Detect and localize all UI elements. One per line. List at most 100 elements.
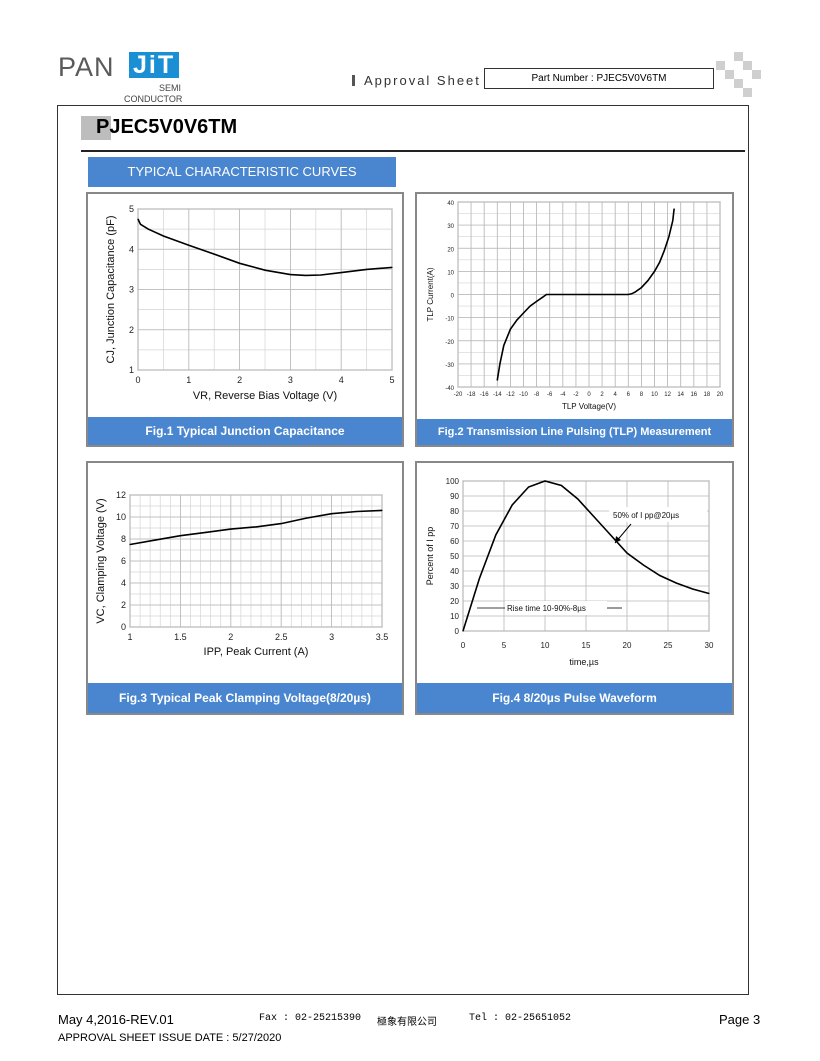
data-point: [577, 498, 579, 500]
data-point: [647, 280, 649, 282]
page-frame: [57, 105, 749, 995]
data-point: [626, 552, 628, 554]
footer-page-number: Page 3: [719, 1012, 761, 1027]
y-tick-label: 40: [447, 201, 454, 207]
data-point: [162, 235, 164, 237]
data-point: [692, 588, 694, 590]
fig3-chart: 1 1.5 2 2.5 3 3.5 0 2 4 6 8 10 12 IPP, Peak Current (…: [95, 490, 389, 658]
data-point: [154, 539, 156, 541]
data-point: [610, 534, 612, 536]
y-tick-label: 8: [121, 534, 126, 544]
x-tick-label: 5: [389, 375, 394, 385]
approval-marker: [352, 75, 355, 86]
data-point: [320, 274, 322, 276]
x-tick-label: -2: [573, 392, 579, 398]
x-tick-label: 2.5: [275, 632, 288, 642]
data-point: [542, 296, 544, 298]
y-tick-label: 0: [121, 622, 126, 632]
data-point: [672, 219, 674, 222]
data-point: [593, 516, 595, 518]
fig1-caption: Fig.1 Typical Junction Capacitance: [88, 417, 402, 445]
data-point: [139, 223, 142, 225]
y-tick-label: 4: [121, 578, 126, 588]
approval-sheet-label: Approval Sheet: [364, 73, 481, 88]
y-tick-label: 40: [450, 567, 459, 576]
data-point: [528, 486, 530, 488]
fig2-caption: Fig.2 Transmission Line Pulsing (TLP) Me…: [417, 419, 732, 445]
x-tick-label: 15: [582, 641, 591, 650]
x-tick-label: 14: [677, 392, 684, 398]
x-tick-label: 3: [288, 375, 293, 385]
y-tick-label: 12: [116, 490, 126, 500]
data-point: [659, 574, 661, 577]
data-point: [188, 244, 190, 246]
fig4-caption: Fig.4 8/20µs Pulse Waveform: [417, 683, 732, 713]
logo-pan-text: PAN: [58, 52, 115, 82]
x-tick-label: 2: [237, 375, 242, 385]
data-point: [668, 236, 670, 238]
data-point: [462, 630, 464, 632]
data-point: [522, 312, 525, 314]
x-tick-label: 1.5: [174, 632, 187, 642]
y-tick-label: 1: [129, 365, 134, 375]
data-point: [634, 291, 636, 293]
x-tick-label: 3: [329, 632, 334, 642]
logo-jit-text: JiT: [129, 52, 180, 79]
y-tick-label: 100: [446, 477, 460, 486]
x-tick-label: 0: [587, 392, 591, 398]
series-line: [137, 218, 393, 277]
annotation-bg: [609, 507, 707, 522]
data-point: [630, 293, 633, 295]
data-point: [588, 293, 590, 296]
data-point: [366, 268, 368, 270]
data-point: [230, 528, 232, 530]
x-tick-label: -18: [467, 392, 476, 398]
x-tick-label: 25: [664, 641, 673, 650]
arrow-head-icon: [615, 536, 621, 543]
x-tick-label: 16: [690, 392, 697, 398]
x-tick-label: 30: [705, 641, 714, 650]
data-point: [560, 484, 562, 487]
title-tab: [81, 116, 111, 140]
data-point: [544, 480, 546, 482]
y-axis-label: CJ, Junction Capacitance (pF): [105, 216, 117, 364]
data-point: [391, 266, 393, 268]
y-tick-label: 5: [129, 204, 134, 214]
data-point: [381, 509, 383, 511]
document-title: PJEC5V0V6TM: [96, 116, 238, 138]
x-tick-label: 8: [640, 392, 644, 398]
y-tick-label: 2: [121, 600, 126, 610]
x-axis-label: IPP, Peak Current (A): [204, 646, 309, 658]
y-axis-label: VC, Clamping Voltage (V): [95, 498, 107, 623]
data-point: [340, 271, 342, 274]
x-tick-label: 6: [627, 392, 631, 398]
data-point: [516, 319, 518, 321]
x-tick-label: 12: [664, 392, 671, 398]
y-tick-label: 20: [450, 597, 459, 606]
data-point: [356, 510, 358, 513]
x-tick-label: 3.5: [376, 632, 389, 642]
x-tick-label: 5: [502, 641, 507, 650]
y-tick-label: -10: [445, 317, 454, 323]
y-tick-label: 3: [129, 285, 134, 295]
fig4-panel: 0 5 10 15 20 25 30 0 10 20 30 40 50 60 70 80 90 100 time,µ…: [415, 461, 734, 715]
x-tick-label: 20: [623, 641, 632, 650]
footer-tel: Tel : 02-25651052: [469, 1013, 572, 1024]
y-tick-label: -20: [445, 340, 454, 346]
data-point: [239, 262, 241, 264]
x-tick-label: -16: [480, 392, 489, 398]
footer-revision: May 4,2016-REV.01: [58, 1012, 174, 1027]
x-tick-label: -12: [506, 392, 515, 398]
y-axis-label: Percent of I pp: [425, 527, 435, 586]
x-tick-label: -20: [454, 392, 463, 398]
x-tick-label: -14: [493, 392, 502, 398]
series-line: [462, 480, 710, 632]
data-point: [627, 293, 629, 296]
annotation-text: Rise time 10-90%-8µs: [507, 604, 586, 613]
data-point: [545, 293, 548, 296]
data-point: [511, 504, 513, 506]
x-tick-label: 10: [541, 641, 550, 650]
data-point: [503, 344, 505, 346]
y-tick-label: 90: [450, 492, 459, 501]
